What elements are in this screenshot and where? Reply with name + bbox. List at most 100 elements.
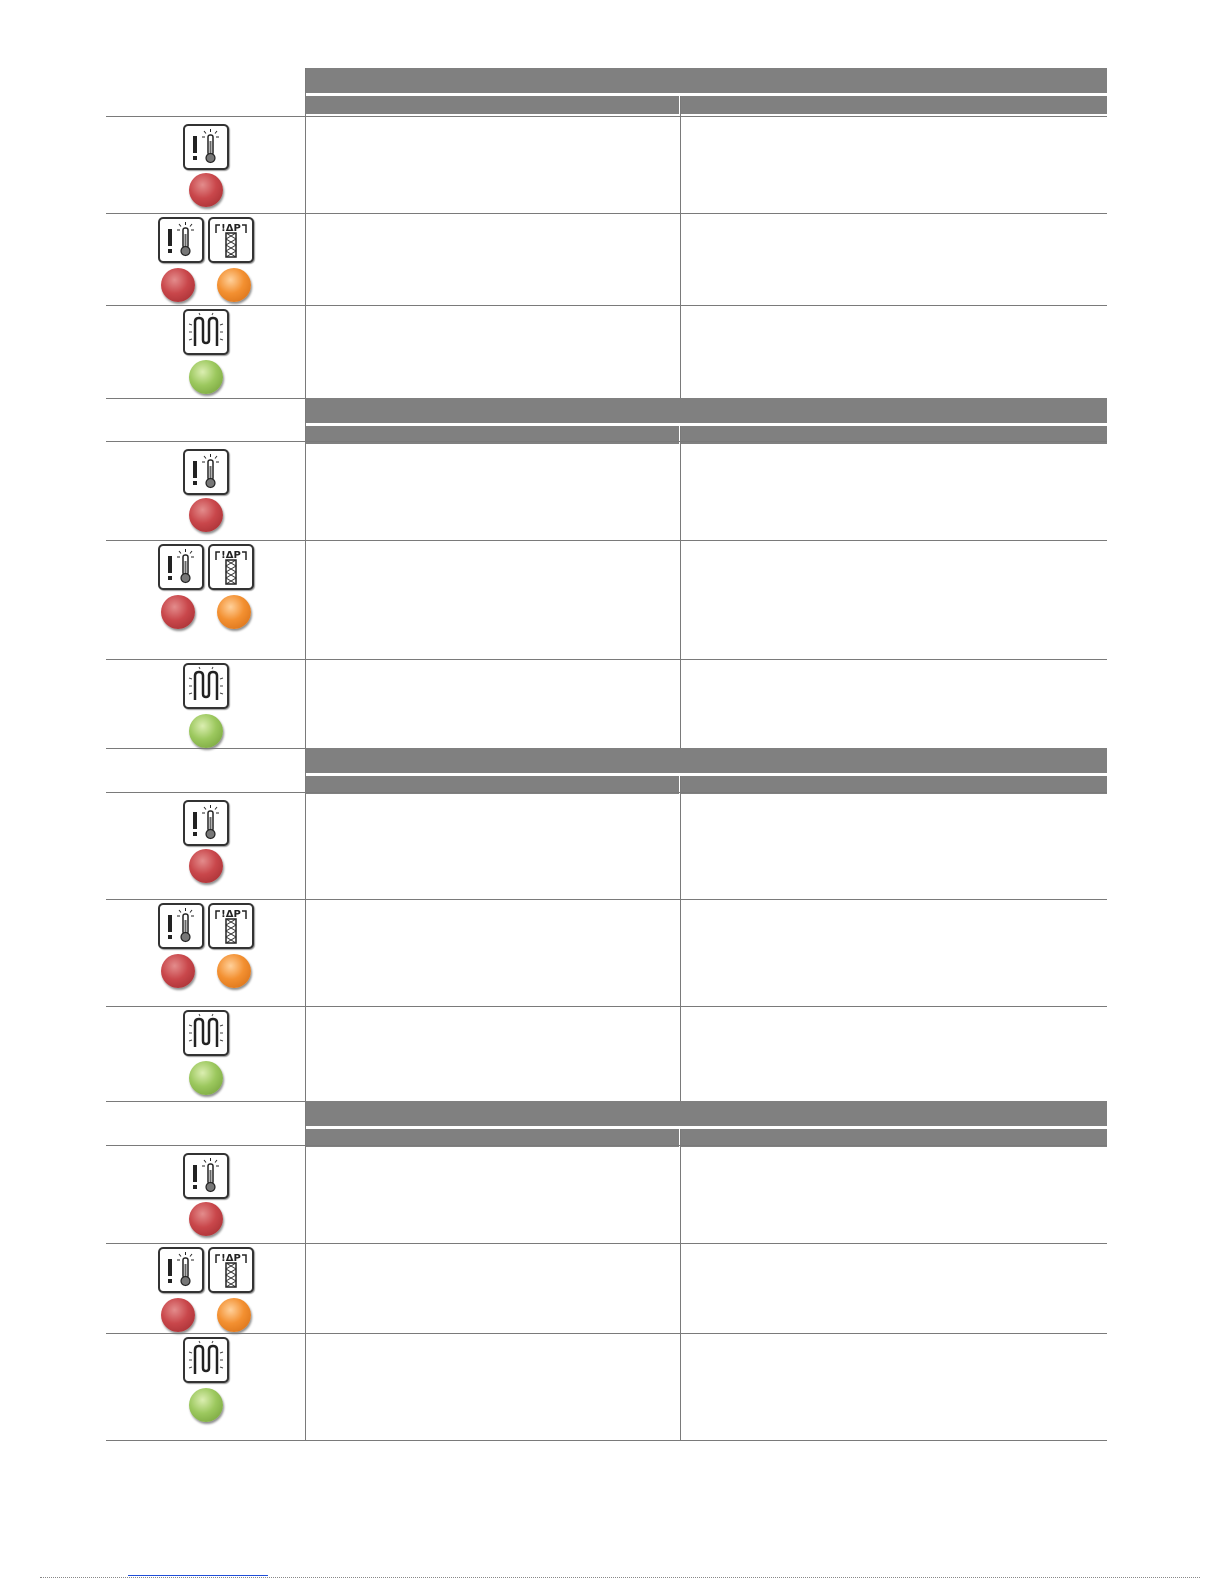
row-rule xyxy=(106,1440,1107,1441)
row-rule xyxy=(106,213,1107,214)
section-title-bar xyxy=(306,748,1107,773)
indicator-icon-group: !ΔP xyxy=(106,903,306,949)
indicator-icon-group xyxy=(106,449,306,495)
column-header-remedy xyxy=(681,96,1107,114)
indicator-icon-group xyxy=(106,309,306,355)
led-indicator-group xyxy=(106,595,306,629)
temperature-alarm-icon xyxy=(183,124,229,170)
filter-pressure-icon: !ΔP xyxy=(208,217,254,263)
table-row: !ΔP xyxy=(106,1243,1107,1333)
heater-icon xyxy=(183,309,229,355)
row-rule xyxy=(106,659,1107,660)
heater-icon xyxy=(183,1337,229,1383)
led-red-indicator xyxy=(161,1298,195,1332)
column-header-remedy xyxy=(681,776,1107,794)
temperature-alarm-icon xyxy=(158,903,204,949)
led-red-indicator xyxy=(161,595,195,629)
led-indicator-group xyxy=(106,1298,306,1332)
section-header-rule xyxy=(106,441,1107,442)
row-rule xyxy=(106,1333,1107,1334)
section-header-rule xyxy=(106,116,1107,117)
table-row: !ΔP xyxy=(106,213,1107,305)
temperature-alarm-icon xyxy=(158,1247,204,1293)
heater-icon xyxy=(183,1010,229,1056)
section-top-rule xyxy=(306,93,1107,95)
section-top-rule xyxy=(306,1126,1107,1128)
footer-link-underline xyxy=(128,1575,268,1576)
column-divider xyxy=(680,1129,681,1440)
section-title-bar xyxy=(306,1101,1107,1126)
led-indicator-group xyxy=(106,360,306,394)
temperature-alarm-icon xyxy=(183,449,229,495)
led-orange-indicator xyxy=(217,1298,251,1332)
indicator-icon-group xyxy=(106,1337,306,1383)
indicator-icon-group xyxy=(106,1010,306,1056)
column-header-remedy xyxy=(681,426,1107,444)
section-top-rule xyxy=(306,423,1107,425)
led-green-indicator xyxy=(189,714,223,748)
led-red-indicator xyxy=(189,173,223,207)
led-indicator-group xyxy=(106,1202,306,1236)
led-green-indicator xyxy=(189,360,223,394)
column-divider xyxy=(680,96,681,398)
temperature-alarm-icon xyxy=(158,217,204,263)
column-divider xyxy=(305,68,306,398)
table-row xyxy=(106,1006,1107,1101)
row-rule xyxy=(106,1243,1107,1244)
column-header-cause xyxy=(306,1129,679,1147)
indicator-icon-group xyxy=(106,800,306,846)
indicator-icon-group xyxy=(106,124,306,170)
svg-text:!ΔP: !ΔP xyxy=(221,1253,241,1264)
indicator-icon-group: !ΔP xyxy=(106,217,306,263)
led-indicator-group xyxy=(106,1388,306,1422)
section-title-bar xyxy=(306,398,1107,423)
filter-pressure-icon: !ΔP xyxy=(208,544,254,590)
led-green-indicator xyxy=(189,1061,223,1095)
indicator-icon-group: !ΔP xyxy=(106,1247,306,1293)
led-indicator-group xyxy=(106,268,306,302)
section-title-bar xyxy=(306,68,1107,93)
table-row xyxy=(106,1333,1107,1440)
led-indicator-group xyxy=(106,1061,306,1095)
svg-text:!ΔP: !ΔP xyxy=(221,909,241,920)
indicator-icon-group xyxy=(106,1153,306,1199)
led-red-indicator xyxy=(189,1202,223,1236)
led-green-indicator xyxy=(189,1388,223,1422)
column-header-cause xyxy=(306,426,679,444)
column-header-cause xyxy=(306,776,679,794)
column-header-cause xyxy=(306,96,679,114)
column-divider xyxy=(680,426,681,748)
led-red-indicator xyxy=(161,954,195,988)
led-indicator-group xyxy=(106,714,306,748)
temperature-alarm-icon xyxy=(158,544,204,590)
row-rule xyxy=(106,1006,1107,1007)
svg-text:!ΔP: !ΔP xyxy=(221,223,241,234)
indicator-icon-group xyxy=(106,663,306,709)
heater-icon xyxy=(183,663,229,709)
column-divider xyxy=(305,398,306,748)
led-red-indicator xyxy=(161,268,195,302)
column-divider xyxy=(305,748,306,1101)
table-row: !ΔP xyxy=(106,899,1107,1006)
table-row xyxy=(106,305,1107,398)
row-rule xyxy=(106,540,1107,541)
table-row: !ΔP xyxy=(106,540,1107,659)
led-orange-indicator xyxy=(217,268,251,302)
led-indicator-group xyxy=(106,849,306,883)
table-row xyxy=(106,441,1107,540)
column-divider xyxy=(305,1101,306,1440)
section-top-rule xyxy=(306,773,1107,775)
filter-pressure-icon: !ΔP xyxy=(208,903,254,949)
temperature-alarm-icon xyxy=(183,1153,229,1199)
row-rule xyxy=(106,305,1107,306)
column-divider xyxy=(680,776,681,1101)
led-orange-indicator xyxy=(217,954,251,988)
section-header-rule xyxy=(106,792,1107,793)
table-row xyxy=(106,792,1107,899)
row-rule xyxy=(106,899,1107,900)
indicator-icon-group: !ΔP xyxy=(106,544,306,590)
led-orange-indicator xyxy=(217,595,251,629)
filter-pressure-icon: !ΔP xyxy=(208,1247,254,1293)
led-indicator-group xyxy=(106,498,306,532)
svg-text:!ΔP: !ΔP xyxy=(221,550,241,561)
